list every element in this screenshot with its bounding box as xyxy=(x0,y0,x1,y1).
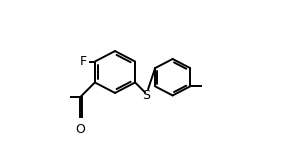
Text: F: F xyxy=(79,55,87,68)
Text: S: S xyxy=(142,89,150,102)
Text: O: O xyxy=(75,123,85,136)
